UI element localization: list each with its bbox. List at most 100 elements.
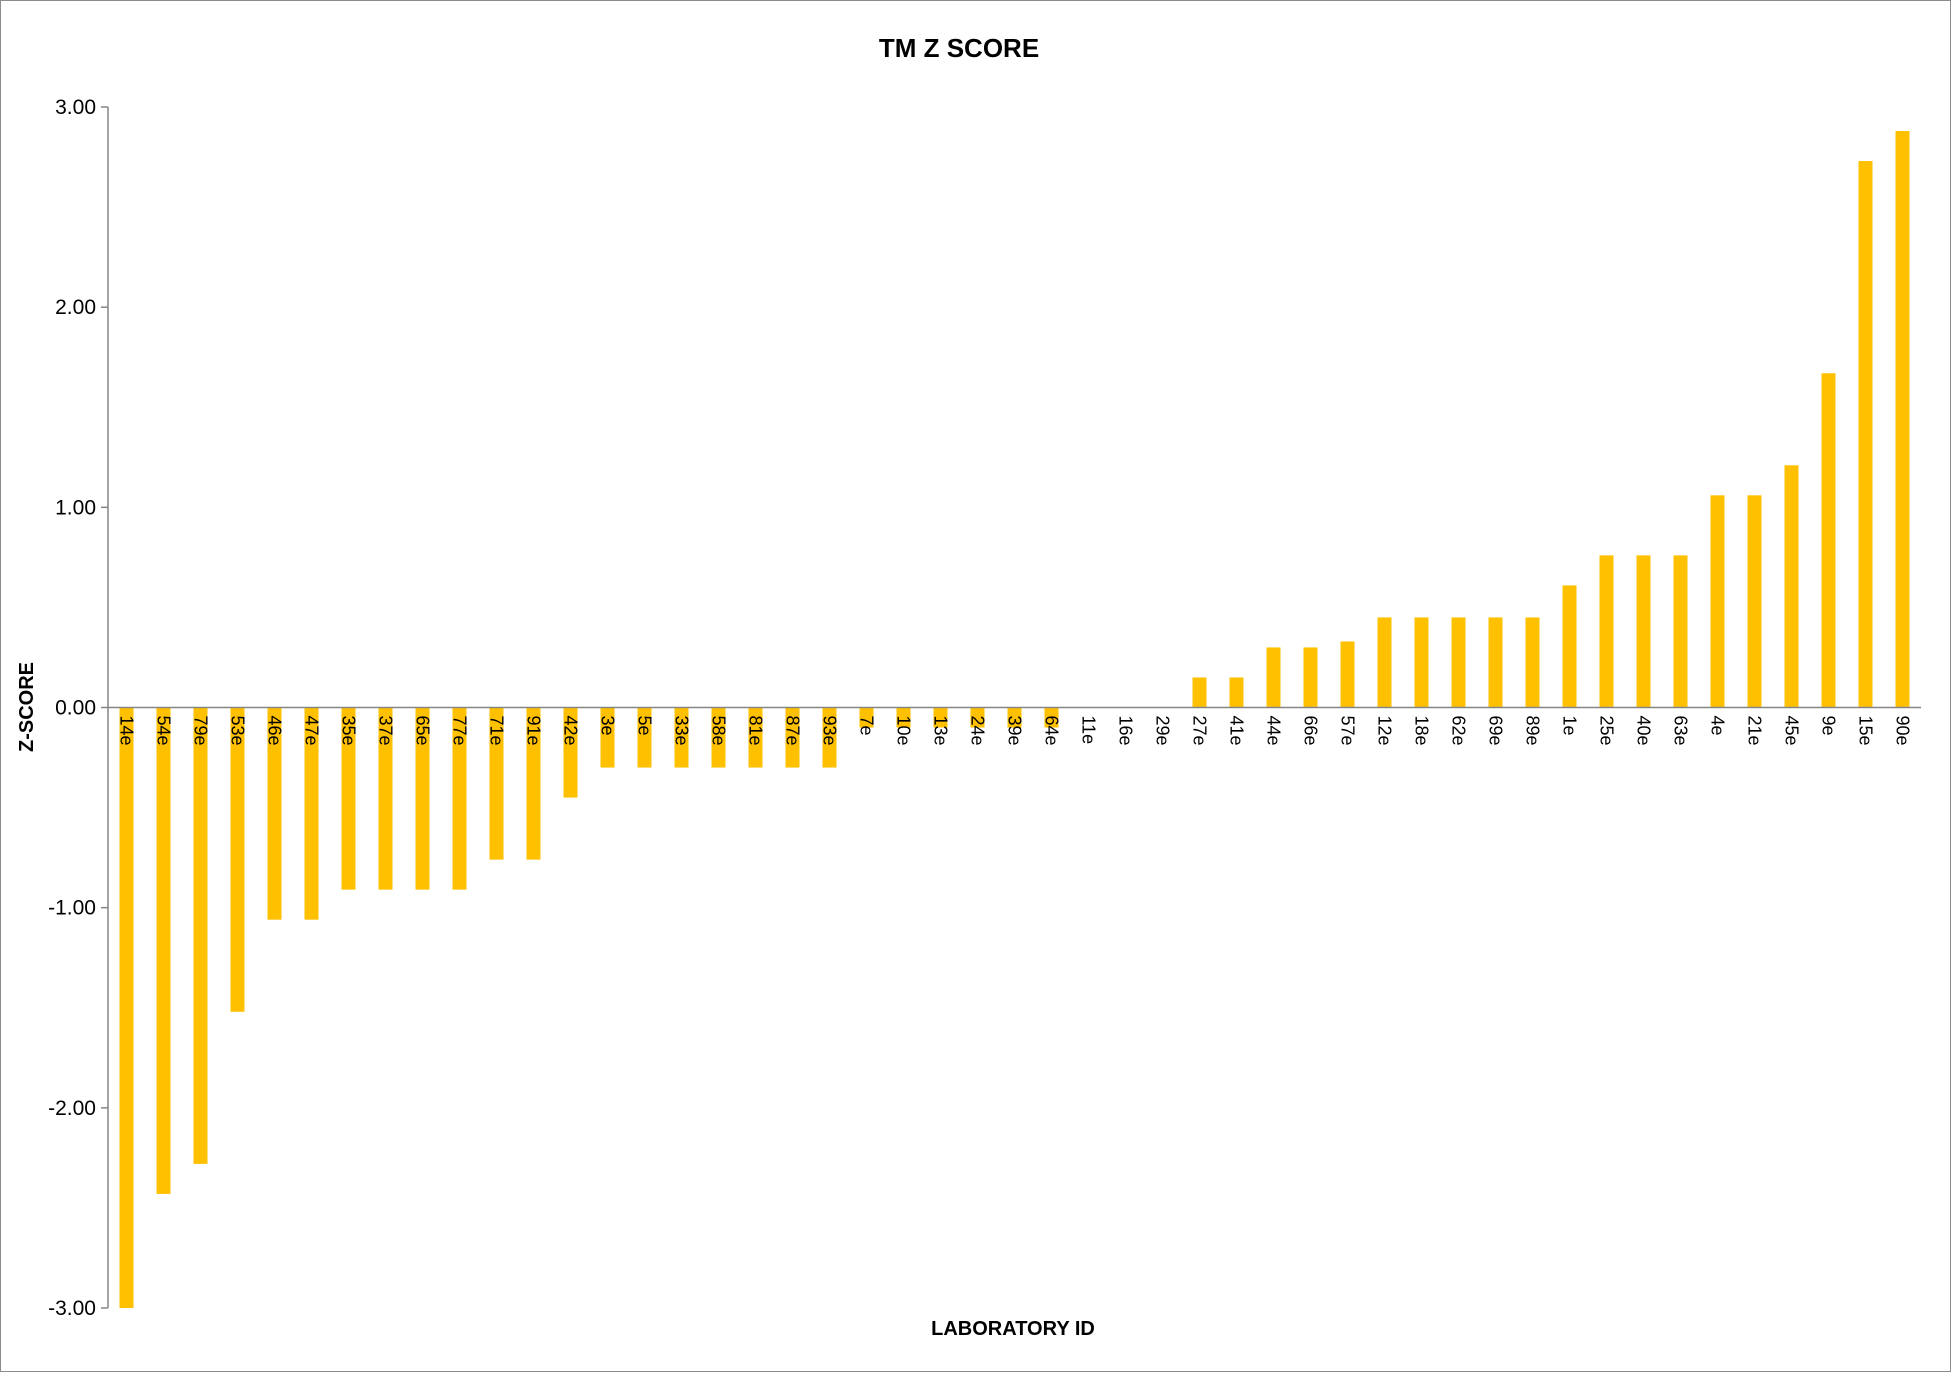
category-label: 39e [1005,716,1025,746]
bar [933,707,948,728]
bar [378,707,393,890]
bar [896,707,911,728]
bar [1599,555,1614,708]
bar [748,707,763,768]
category-label: 10e [894,716,914,746]
y-tick-label: -3.00 [48,1297,96,1320]
category-label: 77e [450,716,470,746]
bar [119,707,134,1308]
bar [415,707,430,890]
category-label: 91e [524,716,544,746]
category-label: 40e [1634,716,1654,746]
bar [1562,585,1577,708]
category-label: 1e [1560,716,1580,736]
bar [785,707,800,768]
category-label: 12e [1375,716,1395,746]
category-labels: 14e 54e 79e 53e 46e 47e 35e 37e 65e 77e 71e 91e 42e 3… [117,716,1913,746]
y-tick-label: 1.00 [55,496,96,519]
category-label: 45e [1782,716,1802,746]
category-label: 63e [1671,716,1691,746]
bar [1784,465,1799,708]
category-label: 46e [265,716,285,746]
bar [563,707,578,798]
bar [822,707,837,768]
bar [1636,555,1651,708]
category-label: 21e [1745,716,1765,746]
category-label: 87e [783,716,803,746]
bar [452,707,467,890]
bar [1192,677,1207,708]
category-label: 9e [1819,716,1839,736]
bar [1414,617,1429,708]
bar [267,707,282,920]
bars-group [119,131,1910,1308]
bar [1044,707,1059,728]
bar [1007,707,1022,728]
category-label: 53e [228,716,248,746]
category-label: 44e [1264,716,1284,746]
category-label: 15e [1856,716,1876,746]
y-tick-label: 0.00 [55,697,96,720]
category-label: 7e [857,716,877,736]
y-axis-title: Z-SCORE [16,662,38,752]
category-label: 41e [1227,716,1247,746]
bar [1747,495,1762,708]
bar [1377,617,1392,708]
bar [711,707,726,768]
category-label: 29e [1153,716,1173,746]
category-label: 14e [117,716,137,746]
category-label: 4e [1708,716,1728,736]
bar [489,707,504,860]
bar [600,707,615,768]
category-label: 65e [413,716,433,746]
category-label: 13e [931,716,951,746]
bar [859,707,874,728]
x-axis-title: LABORATORY ID [931,1318,1095,1340]
category-label: 16e [1116,716,1136,746]
bar [341,707,356,890]
bar [1451,617,1466,708]
category-label: 27e [1190,716,1210,746]
category-label: 89e [1523,716,1543,746]
bar [1858,161,1873,708]
bar [674,707,689,768]
category-label: 25e [1597,716,1617,746]
category-label: 37e [376,716,396,746]
category-label: 62e [1449,716,1469,746]
category-label: 71e [487,716,507,746]
y-tick-label: -2.00 [48,1097,96,1120]
bar [1673,555,1688,708]
category-label: 79e [191,716,211,746]
category-label: 42e [561,716,581,746]
bar [304,707,319,920]
category-label: 58e [709,716,729,746]
category-label: 24e [968,716,988,746]
category-label: 64e [1042,716,1062,746]
bar [526,707,541,860]
bar [156,707,171,1194]
category-label: 5e [635,716,655,736]
category-label: 47e [302,716,322,746]
y-tick-label: 2.00 [55,296,96,319]
bar [970,707,985,728]
y-tick-label: -1.00 [48,897,96,920]
category-label: 93e [820,716,840,746]
category-label: 11e [1079,716,1099,745]
bar [1340,641,1355,708]
category-label: 66e [1301,716,1321,746]
bar [1821,373,1836,708]
bar [1525,617,1540,708]
category-label: 81e [746,716,766,746]
chart-title: TM Z SCORE [879,33,1039,63]
bar [1266,647,1281,708]
bar [193,707,208,1164]
category-label: 35e [339,716,359,746]
bar [1895,131,1910,708]
y-tick-label: 3.00 [55,96,96,119]
bar [1710,495,1725,708]
bar [1229,677,1244,708]
category-label: 18e [1412,716,1432,746]
category-label: 69e [1486,716,1506,746]
